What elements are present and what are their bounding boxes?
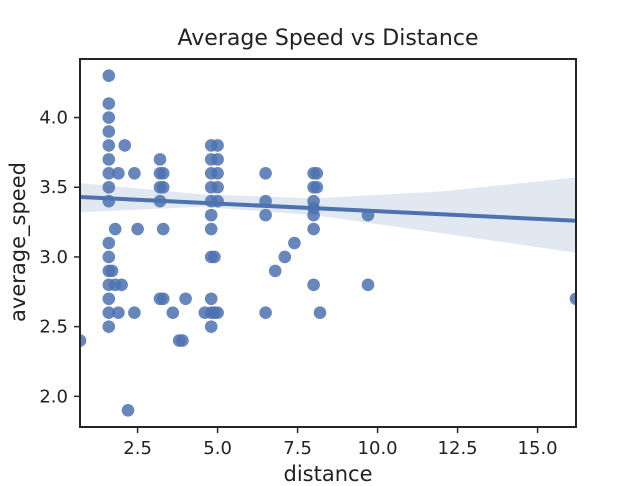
x-tick-label: 15.0 <box>518 438 558 459</box>
data-point <box>259 167 272 180</box>
x-tick-label: 12.5 <box>438 438 478 459</box>
data-point <box>102 97 116 110</box>
data-point <box>102 139 116 152</box>
x-tick-label: 10.0 <box>358 438 398 459</box>
data-point <box>179 292 192 306</box>
data-point <box>102 167 116 180</box>
data-point <box>102 125 116 138</box>
data-point <box>102 320 116 333</box>
data-point <box>108 222 122 236</box>
data-point <box>259 208 272 222</box>
data-point <box>128 167 141 180</box>
data-point <box>204 208 218 222</box>
data-point <box>176 334 189 347</box>
data-point <box>121 403 135 417</box>
data-point <box>112 167 125 180</box>
data-point <box>268 264 282 278</box>
y-tick-label: 3.5 <box>39 177 68 198</box>
data-point <box>204 222 218 236</box>
data-point <box>102 153 116 166</box>
data-point <box>166 306 180 319</box>
data-point <box>310 180 324 194</box>
plot-frame <box>79 58 577 428</box>
x-tick-label: 2.5 <box>123 438 152 459</box>
data-point <box>156 167 170 180</box>
y-axis-label: average_speed <box>6 162 30 322</box>
data-point <box>307 208 320 222</box>
y-tick-label: 4.0 <box>39 108 68 129</box>
data-point <box>102 69 116 83</box>
data-point <box>307 278 320 292</box>
data-point <box>102 111 116 124</box>
y-tick-label: 2.5 <box>39 317 68 338</box>
data-point <box>361 278 375 292</box>
data-point <box>102 292 116 306</box>
plot-area <box>80 69 576 417</box>
data-point <box>211 139 224 152</box>
y-tick-label: 2.0 <box>39 386 68 407</box>
x-axis-label: distance <box>283 462 373 486</box>
data-point <box>259 306 272 319</box>
data-point <box>208 250 221 264</box>
data-point <box>307 222 320 236</box>
x-tick-label: 7.5 <box>283 438 312 459</box>
x-tick-label: 5.0 <box>203 438 232 459</box>
data-point <box>115 278 128 292</box>
data-point <box>102 306 116 319</box>
y-tick-label: 3.0 <box>39 247 68 268</box>
data-point <box>211 167 224 180</box>
data-point <box>313 306 327 319</box>
data-point <box>211 153 224 166</box>
confidence-band <box>80 177 576 253</box>
data-point <box>102 180 116 194</box>
data-point <box>80 334 87 347</box>
data-point <box>156 222 170 236</box>
data-point <box>211 180 224 194</box>
data-point <box>278 250 292 264</box>
data-point <box>102 236 116 250</box>
data-point <box>204 292 218 306</box>
data-point <box>211 306 224 319</box>
data-point <box>102 250 116 264</box>
data-point <box>131 222 144 236</box>
data-point <box>288 236 301 250</box>
data-point <box>128 306 141 319</box>
data-point <box>204 320 218 333</box>
data-point <box>112 306 125 319</box>
chart-title: Average Speed vs Distance <box>177 26 479 51</box>
data-point <box>153 153 167 166</box>
regression-line <box>80 195 576 223</box>
data-point <box>105 264 119 278</box>
data-point <box>310 167 324 180</box>
data-point <box>156 292 170 306</box>
data-point <box>569 292 576 306</box>
data-point <box>156 180 170 194</box>
data-point <box>118 139 132 152</box>
